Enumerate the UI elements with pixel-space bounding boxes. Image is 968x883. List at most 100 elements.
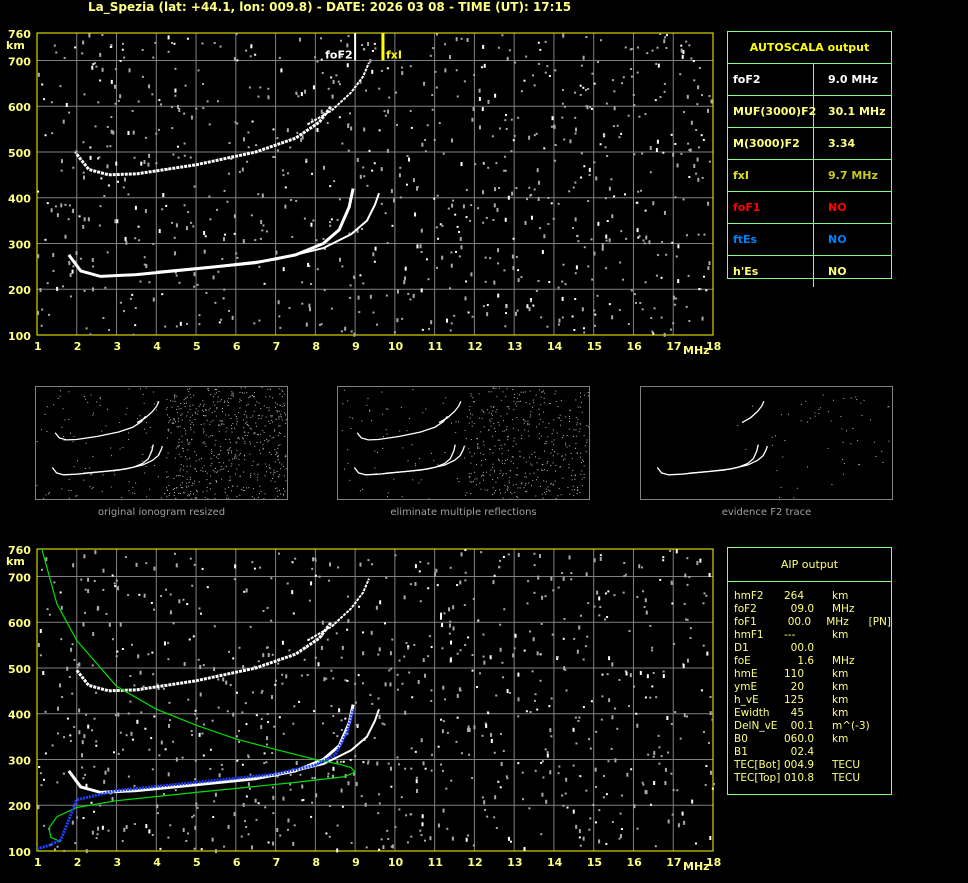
noise-dot <box>286 172 289 175</box>
noise-dot <box>71 692 74 695</box>
noise-dot <box>819 407 821 409</box>
noise-dot <box>211 719 214 722</box>
noise-dot <box>172 153 175 156</box>
noise-dot <box>237 412 239 414</box>
noise-dot <box>444 698 447 701</box>
noise-dot <box>126 407 128 409</box>
noise-dot <box>408 157 411 162</box>
noise-dot <box>526 491 528 493</box>
noise-dot <box>618 308 621 311</box>
noise-dot <box>186 402 188 404</box>
noise-dot <box>116 219 119 224</box>
noise-dot <box>272 474 274 476</box>
noise-dot <box>414 463 416 465</box>
noise-dot <box>582 327 585 330</box>
noise-dot <box>488 391 490 393</box>
noise-dot <box>235 455 237 457</box>
noise-dot <box>478 447 480 449</box>
noise-dot <box>202 491 204 493</box>
noise-dot <box>242 665 245 670</box>
noise-dot <box>599 143 602 146</box>
noise-dot <box>410 835 413 838</box>
noise-dot <box>267 441 269 443</box>
noise-dot <box>483 426 485 428</box>
y-tick-label: 760 <box>8 28 31 41</box>
noise-dot <box>516 397 518 399</box>
noise-dot <box>464 429 466 431</box>
noise-dot <box>583 465 585 467</box>
noise-dot <box>278 489 280 491</box>
noise-dot <box>288 306 291 309</box>
noise-dot <box>165 408 167 410</box>
noise-dot <box>676 163 679 168</box>
noise-dot <box>194 759 197 762</box>
noise-dot <box>533 188 536 191</box>
noise-dot <box>415 779 418 784</box>
noise-dot <box>580 152 583 155</box>
noise-dot <box>68 391 70 393</box>
noise-dot <box>578 829 581 834</box>
noise-dot <box>189 457 191 459</box>
noise-dot <box>495 694 498 697</box>
noise-dot <box>111 638 114 641</box>
noise-dot <box>226 400 228 402</box>
noise-dot <box>262 444 264 446</box>
noise-dot <box>99 396 101 398</box>
noise-dot <box>440 612 443 617</box>
noise-dot <box>512 653 515 658</box>
noise-dot <box>465 188 468 191</box>
noise-dot <box>581 307 584 312</box>
noise-dot <box>471 425 473 427</box>
noise-dot <box>651 649 654 652</box>
noise-dot <box>579 456 581 458</box>
noise-dot <box>203 414 205 416</box>
noise-dot <box>311 172 314 175</box>
noise-dot <box>472 844 475 847</box>
noise-dot <box>543 147 546 150</box>
noise-dot <box>198 732 201 737</box>
noise-dot <box>468 422 470 424</box>
noise-dot <box>320 58 323 61</box>
noise-dot <box>474 471 476 473</box>
noise-dot <box>686 715 689 718</box>
noise-dot <box>48 613 51 616</box>
noise-dot <box>283 475 285 477</box>
noise-dot <box>667 751 670 754</box>
noise-dot <box>247 833 250 836</box>
noise-dot <box>576 490 578 492</box>
noise-dot <box>251 561 254 564</box>
noise-dot <box>579 423 581 425</box>
noise-dot <box>481 409 483 411</box>
noise-dot <box>95 837 98 840</box>
noise-dot <box>40 324 43 327</box>
noise-dot <box>570 572 573 575</box>
noise-dot <box>131 110 134 113</box>
noise-dot <box>614 758 617 763</box>
noise-dot <box>209 767 212 770</box>
noise-dot <box>543 480 545 482</box>
autoscala-param: h'Es <box>728 256 814 287</box>
noise-dot <box>429 54 432 57</box>
noise-dot <box>605 102 608 105</box>
noise-dot <box>472 107 475 112</box>
noise-dot <box>370 630 373 635</box>
noise-dot <box>272 155 275 158</box>
noise-dot <box>403 280 406 285</box>
noise-dot <box>569 415 571 417</box>
noise-dot <box>706 651 709 656</box>
noise-dot <box>419 560 422 563</box>
noise-dot <box>686 618 689 621</box>
noise-dot <box>583 473 585 475</box>
noise-dot <box>480 431 482 433</box>
noise-dot <box>238 458 240 460</box>
noise-dot <box>552 217 555 220</box>
noise-dot <box>449 55 452 60</box>
aip-cell: hmF1 <box>734 629 764 641</box>
noise-dot <box>564 458 566 460</box>
noise-dot <box>187 495 189 497</box>
noise-dot <box>541 760 544 763</box>
noise-dot <box>528 807 531 810</box>
noise-dot <box>278 418 280 420</box>
noise-dot <box>818 413 820 415</box>
noise-dot <box>409 583 412 586</box>
